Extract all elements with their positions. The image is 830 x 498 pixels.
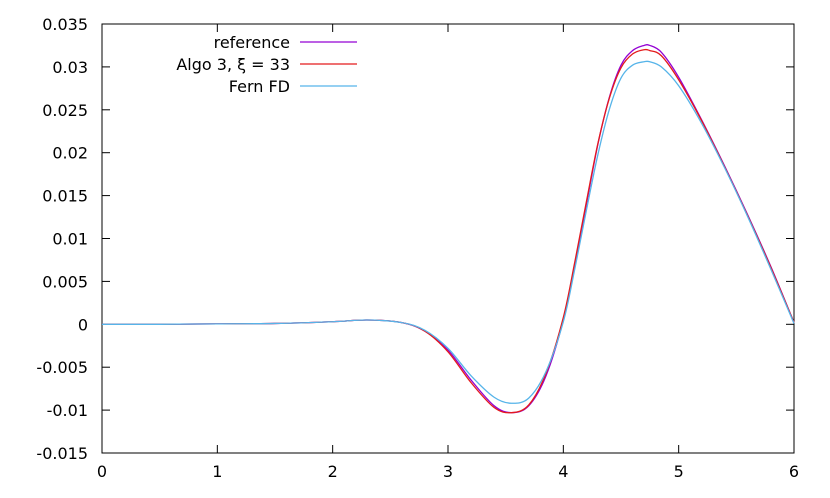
plot-frame (101, 23, 795, 454)
legend-label: Fern FD (229, 77, 290, 96)
x-tick-label: 2 (328, 462, 338, 481)
y-tick-label: -0.01 (47, 401, 88, 420)
y-tick-label: 0.015 (42, 187, 88, 206)
y-tick-label: 0.005 (42, 272, 88, 291)
y-tick-label: 0.025 (42, 101, 88, 120)
series-line-2 (101, 60, 795, 404)
legend-label: reference (214, 33, 290, 52)
y-tick-label: -0.015 (36, 444, 88, 463)
x-tick-label: 0 (97, 462, 107, 481)
y-tick-label: 0.035 (42, 15, 88, 34)
x-tick-label: 1 (212, 462, 222, 481)
y-tick-label: 0 (78, 315, 88, 334)
y-tick-label: -0.005 (36, 358, 88, 377)
x-tick-label: 3 (443, 462, 453, 481)
x-tick-label: 5 (674, 462, 684, 481)
x-tick-label: 6 (789, 462, 799, 481)
y-tick-label: 0.03 (52, 58, 88, 77)
x-axis-ticks: 0 1 2 3 4 5 6 (97, 24, 799, 481)
series-lines (101, 44, 795, 414)
legend-label: Algo 3, ξ = 33 (176, 55, 290, 74)
legend: reference Algo 3, ξ = 33 Fern FD (176, 33, 357, 96)
x-tick-label: 4 (558, 462, 568, 481)
y-tick-label: 0.01 (52, 230, 88, 249)
y-tick-label: 0.02 (52, 144, 88, 163)
y-axis-ticks: -0.015 -0.01 -0.005 0 0.005 0.01 0.015 0.02 0.02… (36, 15, 794, 463)
